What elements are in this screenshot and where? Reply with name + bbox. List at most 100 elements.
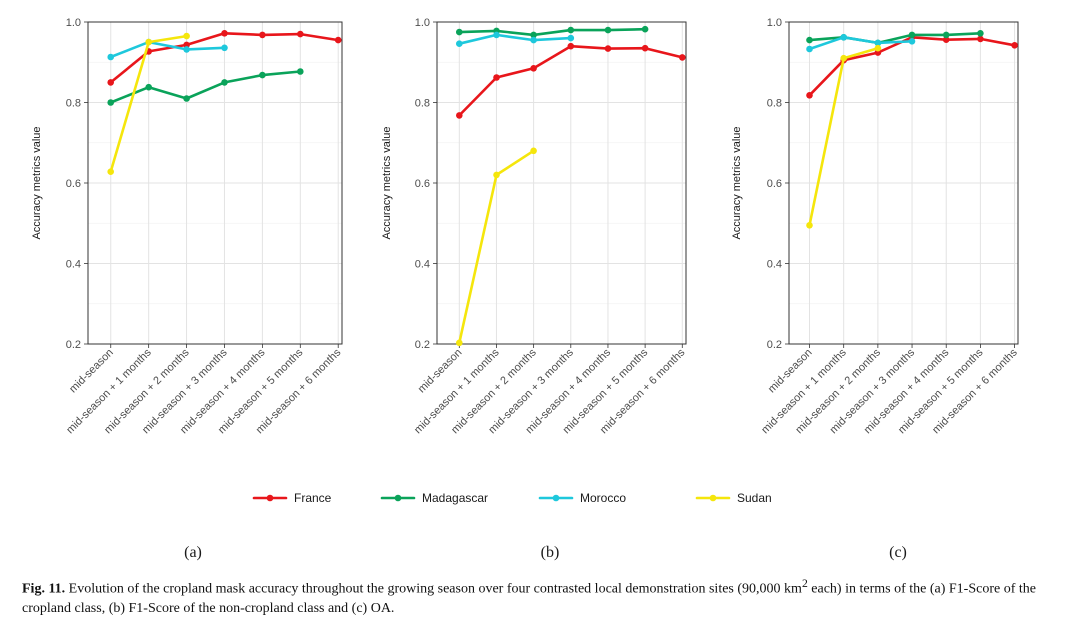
data-point-madagascar	[806, 36, 813, 44]
data-point-madagascar	[908, 31, 916, 39]
series-morocco	[456, 31, 575, 47]
legend: France Madagascar Morocco Sudan	[252, 491, 772, 505]
legend-key-point	[709, 494, 717, 502]
series-sudan	[107, 32, 190, 175]
data-point-france	[977, 35, 984, 43]
data-point-morocco	[874, 39, 882, 47]
data-point-madagascar	[604, 26, 612, 34]
data-point-france	[259, 31, 266, 39]
data-point-morocco	[806, 45, 813, 53]
panel-label: (c)	[889, 544, 907, 561]
series-madagascar	[107, 68, 304, 106]
data-point-madagascar	[259, 71, 266, 79]
data-point-sudan	[183, 32, 190, 40]
data-point-france	[641, 44, 649, 52]
series-sudan	[806, 44, 882, 229]
y-tick-label: 0.6	[66, 178, 81, 190]
caption-label: Fig. 11.	[22, 581, 66, 597]
legend-label: Madagascar	[422, 491, 488, 505]
data-point-morocco	[908, 38, 916, 45]
legend-label: Morocco	[580, 491, 626, 505]
series-line-madagascar	[808, 31, 982, 45]
y-tick-label: 0.8	[415, 98, 430, 110]
data-point-france	[942, 36, 950, 43]
y-tick-label: 1.0	[767, 17, 782, 29]
legend-item-sudan: Sudan	[695, 491, 772, 505]
y-tick-label: 0.2	[66, 339, 81, 351]
data-point-madagascar	[977, 30, 984, 37]
data-point-sudan	[145, 38, 152, 46]
series-line-morocco	[808, 35, 914, 51]
data-point-france	[530, 65, 537, 72]
series-sudan	[456, 147, 537, 347]
data-point-madagascar	[145, 83, 152, 91]
figure-caption: Fig. 11. Evolution of the cropland mask …	[22, 574, 1062, 618]
data-point-france	[567, 42, 575, 50]
data-point-madagascar	[297, 68, 304, 75]
panel-label: (a)	[184, 544, 202, 561]
panel-label: (b)	[541, 544, 560, 561]
data-point-morocco	[107, 53, 114, 61]
legend-key-point	[394, 494, 402, 502]
y-tick-label: 1.0	[66, 17, 81, 29]
y-tick-label: 0.4	[415, 259, 430, 271]
data-point-madagascar	[641, 25, 649, 33]
data-point-france	[334, 36, 342, 44]
series-line-madagascar	[109, 70, 302, 104]
data-point-madagascar	[942, 31, 950, 39]
legend-label: France	[294, 491, 332, 505]
y-tick-label: 1.0	[415, 17, 430, 29]
data-point-sudan	[806, 222, 813, 229]
y-tick-label: 0.8	[767, 98, 782, 110]
plot-border	[87, 21, 343, 345]
series-morocco	[806, 34, 916, 53]
data-point-sudan	[493, 171, 500, 179]
data-point-morocco	[840, 34, 847, 41]
y-axis-title: Accuracy metrics value	[381, 126, 393, 239]
y-tick-label: 0.4	[66, 259, 81, 271]
caption-superscript: 2	[801, 577, 808, 590]
data-point-morocco	[221, 44, 228, 52]
series-france	[107, 30, 342, 86]
data-point-france	[456, 112, 463, 119]
data-point-morocco	[456, 40, 463, 47]
legend-item-france: France	[252, 491, 332, 505]
plot-border	[788, 21, 1019, 345]
caption-text-before-sup: Evolution of the cropland mask accuracy …	[65, 581, 802, 597]
data-point-france	[604, 45, 612, 52]
series-line-madagascar	[457, 27, 647, 37]
data-point-sudan	[840, 54, 847, 62]
data-point-france	[221, 30, 228, 37]
data-point-morocco	[183, 46, 190, 53]
plot-border	[436, 21, 687, 345]
series-morocco	[107, 38, 228, 61]
series-line-morocco	[457, 33, 573, 46]
data-point-morocco	[530, 36, 537, 44]
data-point-france	[297, 30, 304, 38]
series-france	[456, 42, 686, 119]
y-tick-label: 0.8	[66, 98, 81, 110]
y-tick-label: 0.6	[767, 178, 782, 190]
data-point-france	[806, 92, 813, 99]
data-point-sudan	[456, 339, 463, 347]
data-point-madagascar	[530, 31, 537, 39]
data-point-france	[1011, 42, 1018, 49]
series-line-morocco	[109, 40, 226, 59]
legend-key-point	[552, 494, 560, 502]
y-tick-label: 0.2	[767, 339, 782, 351]
legend-label: Sudan	[737, 491, 772, 505]
legend-item-madagascar: Madagascar	[380, 491, 488, 505]
data-point-morocco	[567, 34, 575, 42]
y-axis-title: Accuracy metrics value	[31, 126, 43, 239]
legend-key-point	[266, 494, 274, 502]
data-point-madagascar	[456, 28, 463, 36]
data-point-sudan	[107, 168, 114, 175]
y-tick-label: 0.4	[767, 259, 782, 271]
data-point-madagascar	[107, 99, 114, 106]
data-point-madagascar	[567, 26, 575, 34]
data-point-sudan	[874, 44, 882, 52]
